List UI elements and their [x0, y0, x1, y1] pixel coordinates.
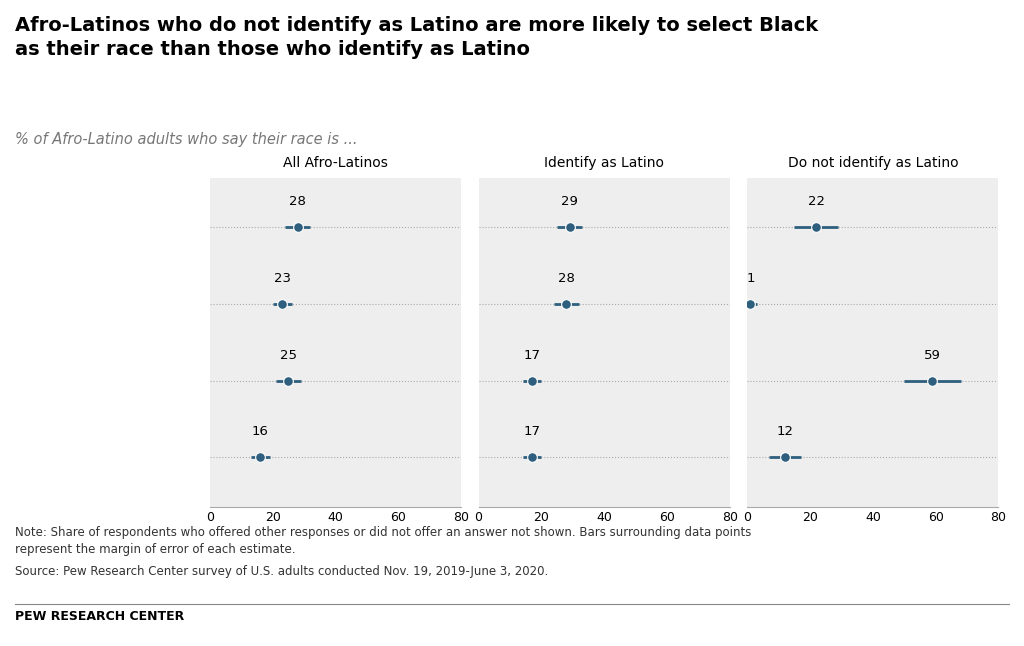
Text: 17: 17	[523, 349, 541, 362]
Text: 29: 29	[561, 195, 579, 208]
Text: Source: Pew Research Center survey of U.S. adults conducted Nov. 19, 2019-June 3: Source: Pew Research Center survey of U.…	[15, 565, 549, 578]
Text: Afro-Latinos who do not identify as Latino are more likely to select Black
as th: Afro-Latinos who do not identify as Lati…	[15, 16, 818, 59]
Title: Identify as Latino: Identify as Latino	[544, 156, 665, 169]
Text: 1: 1	[746, 272, 755, 285]
Text: 17: 17	[523, 425, 541, 438]
Text: 28: 28	[558, 272, 574, 285]
Title: Do not identify as Latino: Do not identify as Latino	[787, 156, 958, 169]
Text: % of Afro-Latino adults who say their race is ...: % of Afro-Latino adults who say their ra…	[15, 132, 357, 147]
Text: PEW RESEARCH CENTER: PEW RESEARCH CENTER	[15, 610, 184, 623]
Text: 25: 25	[280, 349, 297, 362]
Text: 23: 23	[273, 272, 291, 285]
Title: All Afro-Latinos: All Afro-Latinos	[283, 156, 388, 169]
Text: 22: 22	[808, 195, 825, 208]
Text: Note: Share of respondents who offered other responses or did not offer an answe: Note: Share of respondents who offered o…	[15, 526, 752, 556]
Text: 12: 12	[776, 425, 794, 438]
Text: 28: 28	[290, 195, 306, 208]
Text: 59: 59	[924, 349, 941, 362]
Text: 16: 16	[252, 425, 268, 438]
